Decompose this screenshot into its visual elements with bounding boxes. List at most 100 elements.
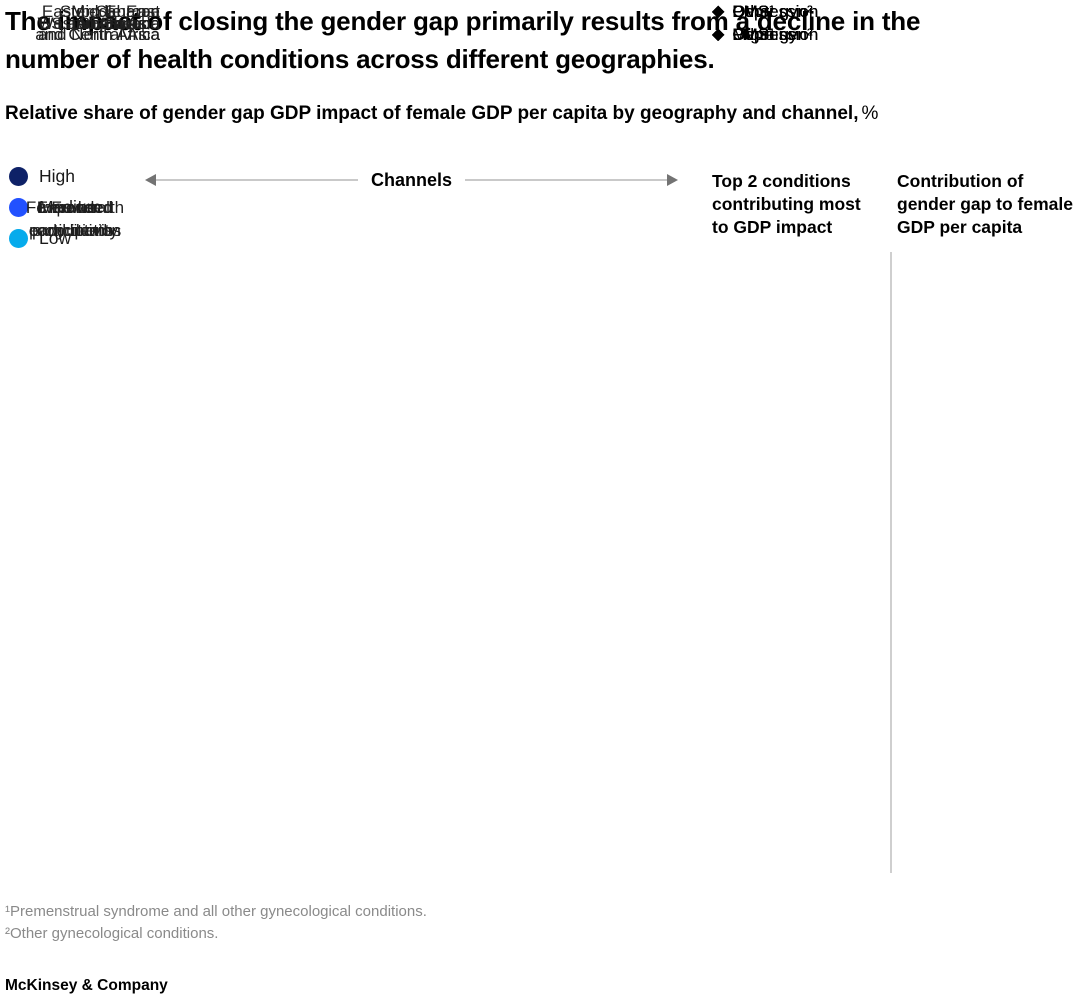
condition-label: Depression xyxy=(732,1,819,21)
condition-label: Depression xyxy=(732,24,819,44)
condition-item: ◆ Depression xyxy=(712,23,818,46)
condition-label: Other gyn² xyxy=(732,1,813,21)
contribution-header: Contribution of gender gap to female GDP… xyxy=(897,171,1074,237)
top2-conditions: ◆ Depression ◆ PMS¹ xyxy=(712,0,818,46)
condition-label: Other gyn² xyxy=(732,24,813,44)
condition-label: Migraine xyxy=(732,24,798,44)
region-label: South Asia xyxy=(78,13,160,33)
contribution-column-divider xyxy=(890,252,892,873)
diamond-bullet-icon: ◆ xyxy=(712,25,725,43)
diamond-bullet-icon: ◆ xyxy=(712,25,725,43)
top2-conditions: ◆ PMS¹ ◆ Migraine xyxy=(712,0,798,46)
condition-item: ◆ Other gyn² xyxy=(712,0,813,23)
condition-item: ◆ PMS¹ xyxy=(712,23,813,46)
top2-conditions: ◆ PMS¹ ◆ Depression xyxy=(712,0,818,46)
arrow-left-icon xyxy=(145,174,156,186)
condition-item: ◆ Depression xyxy=(712,0,818,23)
condition-label: PMS¹ xyxy=(732,24,775,44)
diamond-bullet-icon: ◆ xyxy=(712,2,725,20)
legend-item-medium: Medium xyxy=(9,195,101,219)
channels-axis-label: Channels xyxy=(370,169,453,190)
diamond-bullet-icon: ◆ xyxy=(712,2,725,20)
medium-dot-icon xyxy=(9,197,28,217)
table-row: US and Canada ◆ Depression ◆ PMS¹ xyxy=(0,0,1080,46)
diamond-bullet-icon: ◆ xyxy=(712,2,725,20)
diamond-bullet-icon: ◆ xyxy=(712,2,725,20)
top2-conditions: ◆ Other gyn² ◆ PMS¹ xyxy=(712,0,813,46)
condition-item: ◆ PMS¹ xyxy=(712,0,818,23)
legend-label: Medium xyxy=(39,196,102,217)
condition-label: PMS¹ xyxy=(732,1,775,21)
condition-item: ◆ Depression xyxy=(712,0,818,23)
page-title: The impact of closing the gender gap pri… xyxy=(5,6,921,74)
condition-item: ◆ PMS¹ xyxy=(712,23,813,46)
region-label: US and Canada xyxy=(39,13,160,33)
condition-label: PMS¹ xyxy=(732,1,775,21)
top2-conditions-header: Top 2 conditions contributing most to GD… xyxy=(712,171,861,237)
diamond-bullet-icon: ◆ xyxy=(712,2,725,20)
table-row: Middle East and North Africa ◆ Other gyn²… xyxy=(0,0,1080,46)
diamond-bullet-icon: ◆ xyxy=(712,2,725,20)
region-label: East Asia xyxy=(89,13,160,33)
condition-label: Other gyn² xyxy=(732,1,813,21)
region-label: Western Europe xyxy=(37,13,160,33)
channel-label-increased-productivity: Increased productivity xyxy=(32,198,118,240)
condition-label: PMS¹ xyxy=(732,1,775,21)
diamond-bullet-icon: ◆ xyxy=(712,25,725,43)
condition-item: ◆ Depression xyxy=(712,23,818,46)
condition-item: ◆ Other gyn² xyxy=(712,23,813,46)
top2-conditions: ◆ Other gyn² ◆ PMS¹ xyxy=(712,0,813,46)
axis-line xyxy=(156,179,358,181)
condition-label: Other gyn² xyxy=(732,1,813,21)
condition-item: ◆ PMS¹ xyxy=(712,0,813,23)
region-label: Eastern Europe and Central Asia xyxy=(35,2,160,44)
diamond-bullet-icon: ◆ xyxy=(712,25,725,43)
top2-conditions: ◆ Other gyn² ◆ Depression xyxy=(712,0,818,46)
condition-item: ◆ PMS¹ xyxy=(712,23,818,46)
footnote-2: ²Other gynecological conditions. xyxy=(5,925,219,942)
condition-label: PMS¹ xyxy=(732,24,775,44)
diamond-bullet-icon: ◆ xyxy=(712,2,725,20)
table-row: Western Europe ◆ Other gyn² ◆ PMS¹ xyxy=(0,0,1080,46)
diamond-bullet-icon: ◆ xyxy=(712,25,725,43)
legend-label: High xyxy=(39,165,75,186)
table-row: Sub-Saharan Africa ◆ Other gyn² ◆ PMS¹ xyxy=(0,0,1080,46)
condition-item: ◆ PMS¹ xyxy=(712,0,813,23)
top2-conditions: ◆ PMS¹ ◆ Other gyn² xyxy=(712,0,813,46)
condition-label: PMS¹ xyxy=(732,24,775,44)
legend-item-high: High xyxy=(9,164,101,188)
condition-item: ◆ Migraine xyxy=(712,23,798,46)
axis-line xyxy=(465,179,667,181)
table-row: Eastern Europe and Central Asia ◆ PMS¹ ◆ O… xyxy=(0,0,1080,46)
table-row: Australasia ◆ Depression ◆ PMS¹ xyxy=(0,0,1080,46)
diamond-bullet-icon: ◆ xyxy=(712,25,725,43)
legend-label: Low xyxy=(39,227,72,248)
condition-item: ◆ PMS¹ xyxy=(712,23,818,46)
channel-label-fewer-early-deaths: Fewer early deaths xyxy=(28,198,122,240)
channels-axis: Channels xyxy=(145,169,678,191)
condition-label: PMS¹ xyxy=(732,1,775,21)
condition-item: ◆ PMS¹ xyxy=(712,0,798,23)
legend: High Medium Low xyxy=(9,164,101,257)
subtitle-text: Relative share of gender gap GDP impact … xyxy=(5,103,859,124)
condition-item: ◆ Other gyn² xyxy=(712,0,818,23)
channel-label-expanded-participation: Expanded participation xyxy=(29,198,121,240)
legend-item-low: Low xyxy=(9,226,101,250)
high-dot-icon xyxy=(9,166,28,186)
diamond-bullet-icon: ◆ xyxy=(712,25,725,43)
channel-label-fewer-health-conditions: Fewer health conditions xyxy=(25,198,125,240)
table-row: South Asia ◆ PMS¹ ◆ Other gyn² xyxy=(0,0,1080,46)
condition-item: ◆ Other gyn² xyxy=(712,23,813,46)
mckinsey-brand-label: McKinsey & Company xyxy=(5,977,168,994)
region-label: Australasia xyxy=(75,13,160,33)
condition-label: Other gyn² xyxy=(732,24,813,44)
table-row: East Asia ◆ PMS¹ ◆ Migraine xyxy=(0,0,1080,46)
diamond-bullet-icon: ◆ xyxy=(712,25,725,43)
subtitle-unit: % xyxy=(861,103,879,124)
arrow-right-icon xyxy=(667,174,678,186)
diamond-bullet-icon: ◆ xyxy=(712,2,725,20)
chart-subtitle: Relative share of gender gap GDP impact … xyxy=(5,103,878,125)
low-dot-icon xyxy=(9,228,28,248)
region-label: Middle East and North Africa xyxy=(38,2,160,44)
diamond-bullet-icon: ◆ xyxy=(712,25,725,43)
